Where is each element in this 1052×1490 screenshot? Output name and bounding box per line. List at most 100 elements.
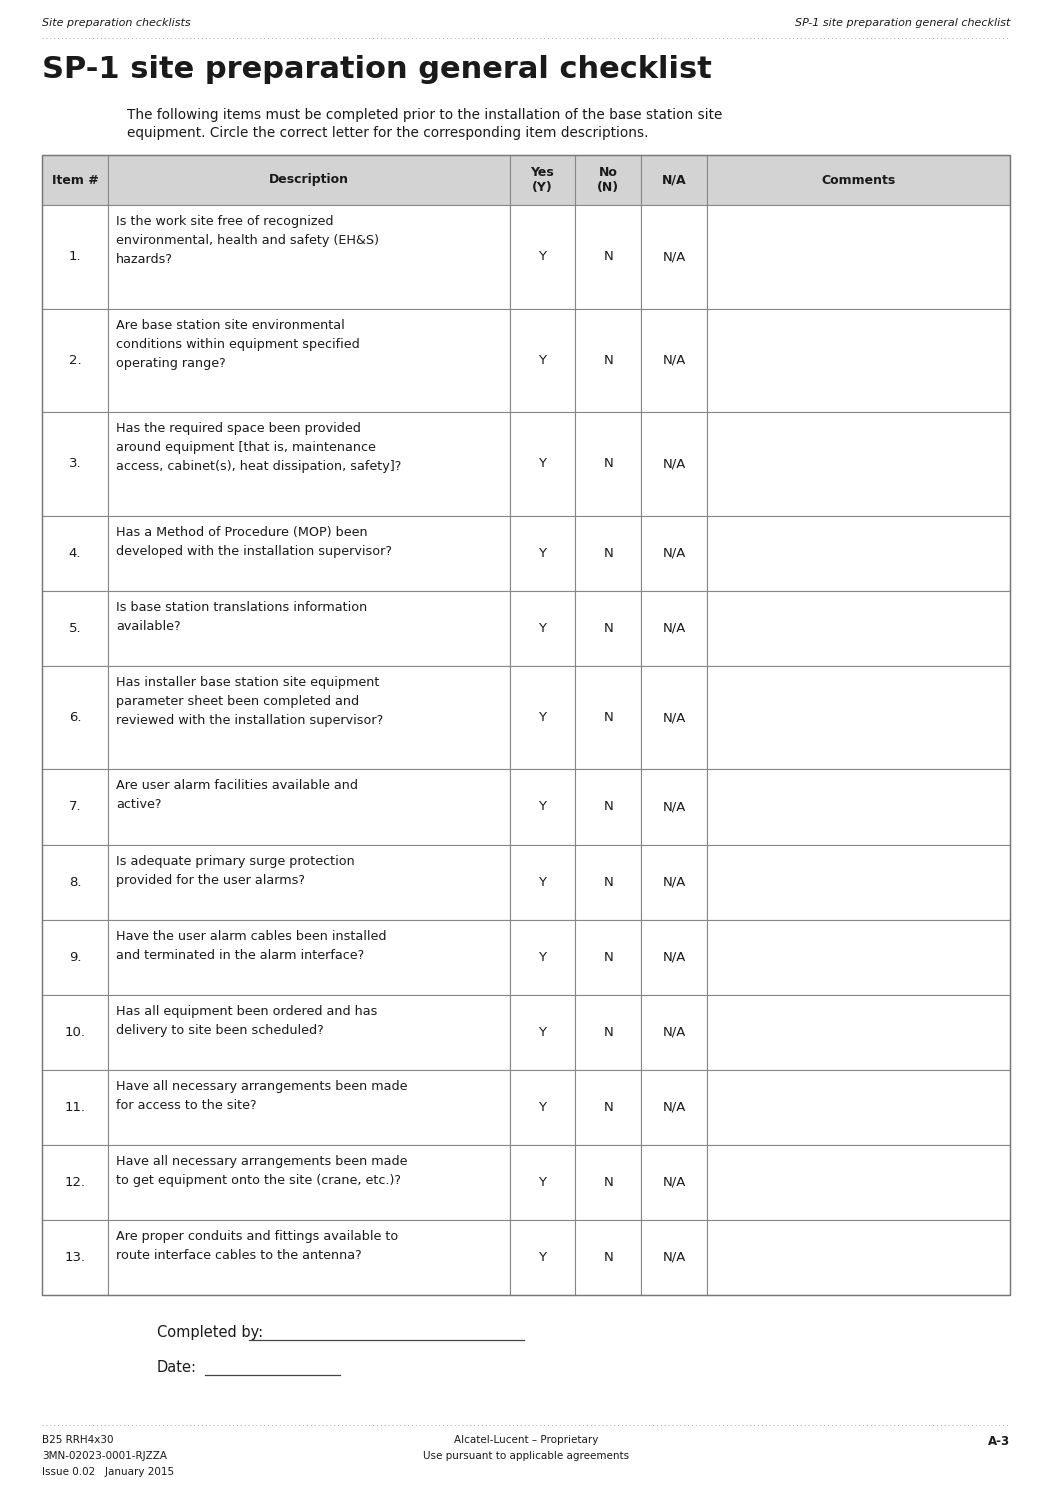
Bar (509, 155, 575, 206)
Bar (42, 155, 107, 206)
Bar (509, 1220, 575, 1295)
Bar (42, 1220, 107, 1295)
Text: 5.: 5. (68, 621, 81, 635)
Text: Has installer base station site equipment
parameter sheet been completed and
rev: Has installer base station site equipmen… (116, 676, 383, 727)
Bar (707, 1070, 1010, 1144)
Bar (509, 590, 575, 666)
Bar (509, 516, 575, 590)
Text: Have the user alarm cables been installed
and terminated in the alarm interface?: Have the user alarm cables been installe… (116, 930, 386, 961)
Text: 11.: 11. (64, 1101, 85, 1115)
Text: N/A: N/A (663, 1101, 686, 1115)
Text: N/A: N/A (663, 1176, 686, 1189)
Bar (707, 1144, 1010, 1220)
Bar (707, 919, 1010, 995)
Bar (509, 769, 575, 845)
Text: N/A: N/A (663, 1025, 686, 1039)
Bar (575, 1144, 641, 1220)
Bar (707, 995, 1010, 1070)
Bar (509, 206, 575, 308)
Bar (641, 845, 707, 919)
Bar (641, 1220, 707, 1295)
Text: SP-1 site preparation general checklist: SP-1 site preparation general checklist (794, 18, 1010, 28)
Text: N: N (604, 547, 613, 560)
Text: N: N (604, 800, 613, 814)
Text: The following items must be completed prior to the installation of the base stat: The following items must be completed pr… (127, 107, 723, 122)
Bar (42, 769, 107, 845)
Text: Y: Y (539, 457, 546, 471)
Text: Have all necessary arrangements been made
to get equipment onto the site (crane,: Have all necessary arrangements been mad… (116, 1155, 407, 1188)
Text: Y: Y (539, 951, 546, 964)
Bar (575, 516, 641, 590)
Text: Y: Y (539, 1176, 546, 1189)
Bar (42, 845, 107, 919)
Text: 3.: 3. (68, 457, 81, 471)
Bar (509, 413, 575, 516)
Bar (575, 1070, 641, 1144)
Bar (509, 995, 575, 1070)
Text: Has all equipment been ordered and has
delivery to site been scheduled?: Has all equipment been ordered and has d… (116, 1004, 378, 1037)
Bar (107, 155, 509, 206)
Bar (707, 413, 1010, 516)
Text: 1.: 1. (68, 250, 81, 264)
Text: N: N (604, 1101, 613, 1115)
Bar (509, 1070, 575, 1144)
Text: N/A: N/A (663, 457, 686, 471)
Text: Is adequate primary surge protection
provided for the user alarms?: Is adequate primary surge protection pro… (116, 854, 355, 887)
Text: N/A: N/A (663, 800, 686, 814)
Bar (575, 769, 641, 845)
Bar (707, 155, 1010, 206)
Text: Y: Y (539, 876, 546, 888)
Text: No
(N): No (N) (598, 165, 620, 195)
Text: Completed by:: Completed by: (157, 1325, 263, 1340)
Bar (107, 206, 509, 308)
Bar (641, 1144, 707, 1220)
Bar (107, 413, 509, 516)
Text: Has the required space been provided
around equipment [that is, maintenance
acce: Has the required space been provided aro… (116, 422, 401, 474)
Text: 4.: 4. (68, 547, 81, 560)
Bar (107, 1070, 509, 1144)
Bar (509, 666, 575, 769)
Text: Description: Description (268, 173, 348, 186)
Bar (509, 919, 575, 995)
Text: 7.: 7. (68, 800, 81, 814)
Text: N/A: N/A (662, 173, 686, 186)
Text: N: N (604, 457, 613, 471)
Text: 13.: 13. (64, 1252, 85, 1264)
Text: N/A: N/A (663, 951, 686, 964)
Bar (107, 769, 509, 845)
Bar (509, 1144, 575, 1220)
Text: N: N (604, 353, 613, 367)
Bar (575, 155, 641, 206)
Text: Y: Y (539, 1101, 546, 1115)
Text: N/A: N/A (663, 711, 686, 724)
Text: Item #: Item # (52, 173, 98, 186)
Bar (42, 919, 107, 995)
Bar (707, 590, 1010, 666)
Bar (107, 1220, 509, 1295)
Bar (42, 206, 107, 308)
Bar (42, 1144, 107, 1220)
Bar (575, 666, 641, 769)
Text: N: N (604, 1252, 613, 1264)
Text: 12.: 12. (64, 1176, 85, 1189)
Bar (641, 1070, 707, 1144)
Text: N/A: N/A (663, 1252, 686, 1264)
Bar (509, 845, 575, 919)
Bar (707, 666, 1010, 769)
Text: Has a Method of Procedure (MOP) been
developed with the installation supervisor?: Has a Method of Procedure (MOP) been dev… (116, 526, 391, 557)
Bar (707, 308, 1010, 413)
Text: N: N (604, 1025, 613, 1039)
Bar (707, 769, 1010, 845)
Bar (42, 413, 107, 516)
Bar (707, 845, 1010, 919)
Bar (107, 995, 509, 1070)
Text: 2.: 2. (68, 353, 81, 367)
Text: Are base station site environmental
conditions within equipment specified
operat: Are base station site environmental cond… (116, 319, 360, 370)
Bar (575, 590, 641, 666)
Bar (42, 590, 107, 666)
Text: N/A: N/A (663, 353, 686, 367)
Text: Y: Y (539, 1025, 546, 1039)
Bar (641, 590, 707, 666)
Text: N: N (604, 621, 613, 635)
Bar (42, 1070, 107, 1144)
